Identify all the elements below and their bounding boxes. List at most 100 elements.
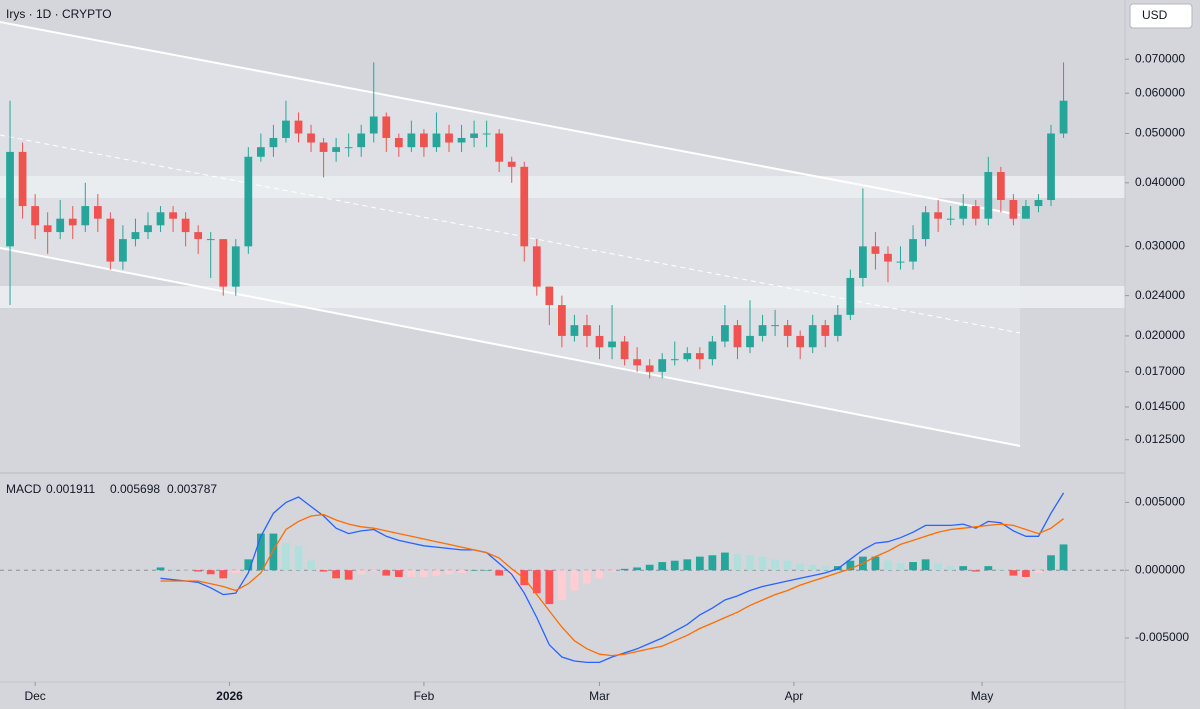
y-tick-label: 0.000000: [1135, 562, 1185, 576]
candle-body: [106, 218, 115, 262]
histogram-bar: [934, 563, 943, 571]
histogram-bar: [758, 556, 767, 571]
candle-body: [683, 353, 692, 360]
y-tick-label: 0.005000: [1135, 495, 1185, 509]
candle-body: [658, 359, 667, 372]
candle-body: [996, 172, 1005, 201]
histogram-bar: [206, 570, 215, 575]
histogram-bar: [670, 560, 679, 571]
candle-body: [733, 325, 742, 348]
candle-body: [783, 325, 792, 336]
candle-body: [470, 133, 478, 138]
histogram-bar: [771, 559, 779, 571]
histogram-bar: [570, 570, 579, 591]
candle-body: [269, 137, 278, 148]
candle-body: [896, 261, 905, 263]
histogram-bar: [557, 570, 566, 601]
y-tick-label: 0.024000: [1135, 288, 1185, 302]
candle-body: [946, 218, 955, 220]
histogram-bar: [470, 570, 478, 571]
candle-body: [583, 325, 591, 336]
candle-body: [595, 335, 604, 348]
candle-body: [545, 286, 554, 306]
candle-body: [620, 341, 629, 360]
histogram-bar: [344, 570, 353, 580]
candle-body: [520, 166, 529, 247]
x-tick-label: Mar: [589, 689, 610, 703]
candle-body: [495, 133, 504, 162]
histogram-bar: [620, 568, 629, 571]
histogram-bar: [244, 559, 253, 571]
candle-body: [1022, 206, 1030, 219]
candle-body: [608, 341, 616, 348]
candle-body: [846, 277, 855, 315]
candle-body: [319, 142, 328, 152]
candle-body: [445, 133, 453, 143]
histogram-bar: [608, 570, 616, 572]
histogram-bar: [846, 560, 855, 571]
candle-body: [645, 365, 654, 372]
x-tick-label: Feb: [414, 689, 435, 703]
histogram-bar: [194, 570, 203, 572]
candle-body: [119, 239, 127, 262]
candle-body: [294, 120, 303, 134]
candle-body: [206, 239, 215, 241]
histogram-bar: [633, 567, 642, 571]
histogram-bar: [658, 562, 667, 571]
y-tick-label: 0.012500: [1135, 432, 1185, 446]
candle-body: [758, 325, 767, 336]
histogram-bar: [294, 545, 303, 571]
x-tick-label: Apr: [785, 689, 804, 703]
histogram-bar: [959, 566, 968, 571]
candle-body: [244, 156, 253, 247]
candle-body: [56, 218, 65, 233]
candle-body: [821, 325, 830, 336]
histogram-bar: [733, 553, 742, 571]
channel-area: [0, 22, 1020, 446]
candle-body: [382, 116, 391, 138]
candle-body: [557, 305, 566, 336]
histogram-bar: [921, 559, 930, 571]
macd-line-value: 0.005698: [110, 482, 160, 496]
histogram-bar: [896, 563, 905, 571]
histogram-bar: [971, 570, 980, 572]
support-zone: [0, 286, 1125, 308]
histogram-bar: [269, 533, 278, 571]
histogram-bar: [407, 570, 416, 577]
candle-body: [256, 147, 265, 157]
histogram-bar: [394, 570, 403, 577]
y-tick-label: 0.060000: [1135, 85, 1185, 99]
candle-body: [407, 133, 416, 148]
currency-label[interactable]: USD: [1142, 8, 1168, 22]
histogram-bar: [1022, 570, 1030, 577]
candle-body: [457, 137, 466, 143]
histogram-bar: [231, 570, 240, 573]
histogram-bar: [683, 559, 692, 571]
histogram-bar: [495, 570, 504, 576]
macd-label: MACD: [6, 482, 42, 496]
candle-body: [181, 218, 190, 233]
resistance-zone: [0, 176, 1125, 198]
histogram-bar: [946, 566, 955, 571]
histogram-bar: [482, 570, 491, 571]
x-tick-label: 2026: [216, 689, 243, 703]
histogram-bar: [695, 556, 704, 571]
histogram-bar: [595, 570, 604, 579]
histogram-bar: [583, 570, 591, 584]
candle-body: [1034, 200, 1043, 207]
candle-body: [332, 147, 341, 152]
currency-button[interactable]: [1129, 3, 1193, 29]
candle-body: [833, 314, 842, 336]
candle-body: [1009, 200, 1018, 219]
candle-body: [31, 206, 40, 226]
candle-body: [420, 133, 428, 148]
candle-body: [746, 335, 754, 348]
histogram-bar: [821, 566, 830, 571]
histogram-bar: [984, 566, 993, 571]
histogram-bar: [432, 570, 441, 576]
histogram-bar: [181, 570, 190, 571]
candle-body: [984, 172, 993, 219]
candle-body: [507, 161, 516, 167]
candle-body: [871, 246, 880, 254]
